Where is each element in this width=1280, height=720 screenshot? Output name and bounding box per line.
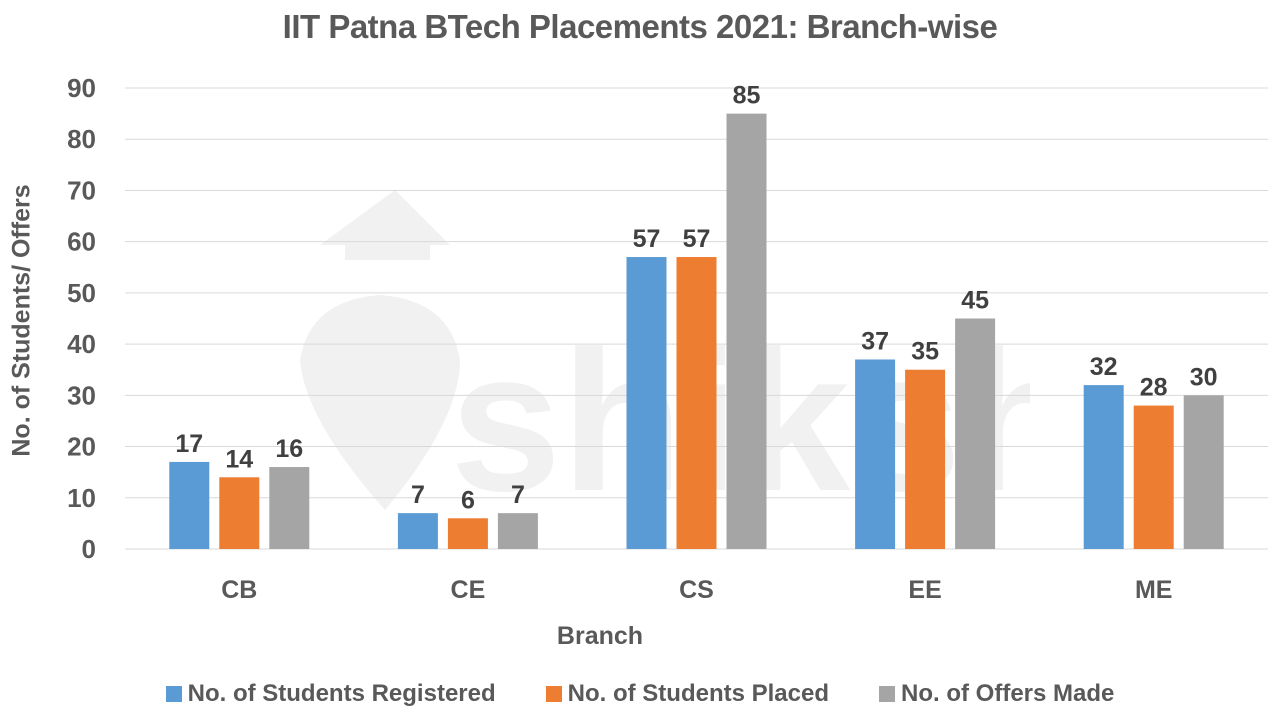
y-tick-label: 20 xyxy=(67,432,96,462)
y-tick-label: 40 xyxy=(67,329,96,359)
legend-swatch-registered xyxy=(165,686,182,702)
bar xyxy=(676,257,717,549)
bar xyxy=(169,461,210,549)
y-tick-label: 80 xyxy=(67,124,96,154)
data-label: 16 xyxy=(275,435,303,463)
legend-item-registered: No. of Students Registered xyxy=(165,680,496,708)
legend-label-registered: No. of Students Registered xyxy=(187,680,496,707)
x-tick-label: CB xyxy=(221,576,257,604)
bar xyxy=(1133,405,1174,549)
x-tick-label: ME xyxy=(1135,576,1173,604)
data-label: 6 xyxy=(461,486,475,514)
y-tick-label: 0 xyxy=(82,534,96,564)
bar xyxy=(726,113,767,549)
x-tick-label: CS xyxy=(679,576,714,604)
y-tick-label: 10 xyxy=(67,483,96,513)
legend-swatch-placed xyxy=(545,686,562,702)
bar xyxy=(447,518,488,549)
data-label: 17 xyxy=(175,430,203,458)
y-tick-label: 50 xyxy=(67,278,96,308)
data-label: 35 xyxy=(911,338,939,366)
data-label: 7 xyxy=(411,481,425,509)
data-label: 7 xyxy=(511,481,525,509)
bar xyxy=(1183,395,1224,549)
bar xyxy=(1083,385,1124,549)
y-tick-label: 30 xyxy=(67,380,96,410)
data-label: 85 xyxy=(733,82,761,110)
bar xyxy=(219,477,260,549)
data-label: 37 xyxy=(861,327,889,355)
chart-title: IIT Patna BTech Placements 2021: Branch-… xyxy=(282,8,998,45)
y-axis-label: No. of Students/ Offers xyxy=(7,184,36,457)
bar xyxy=(497,513,538,549)
data-label: 14 xyxy=(225,445,253,473)
legend-label-offers: No. of Offers Made xyxy=(901,680,1115,707)
legend-item-offers: No. of Offers Made xyxy=(879,680,1114,708)
data-label: 57 xyxy=(633,225,661,253)
bar xyxy=(397,513,438,549)
y-tick-label: 70 xyxy=(67,175,96,205)
y-tick-label: 90 xyxy=(67,73,96,103)
bar xyxy=(905,369,946,549)
data-label: 30 xyxy=(1190,363,1218,391)
data-label: 57 xyxy=(683,225,711,253)
data-label: 45 xyxy=(961,287,989,315)
bar xyxy=(855,359,896,549)
legend: No. of Students Registered No. of Studen… xyxy=(0,680,1280,708)
bar xyxy=(269,467,310,549)
data-label: 32 xyxy=(1090,353,1118,381)
bar xyxy=(626,257,667,549)
legend-swatch-offers xyxy=(879,686,896,702)
x-axis-label: Branch xyxy=(556,622,644,650)
x-tick-label: CE xyxy=(451,576,486,604)
bar xyxy=(955,318,996,549)
data-label: 28 xyxy=(1140,374,1168,402)
x-tick-label: EE xyxy=(908,576,941,604)
legend-label-placed: No. of Students Placed xyxy=(567,680,830,707)
legend-item-placed: No. of Students Placed xyxy=(545,680,830,708)
y-tick-label: 60 xyxy=(67,227,96,257)
